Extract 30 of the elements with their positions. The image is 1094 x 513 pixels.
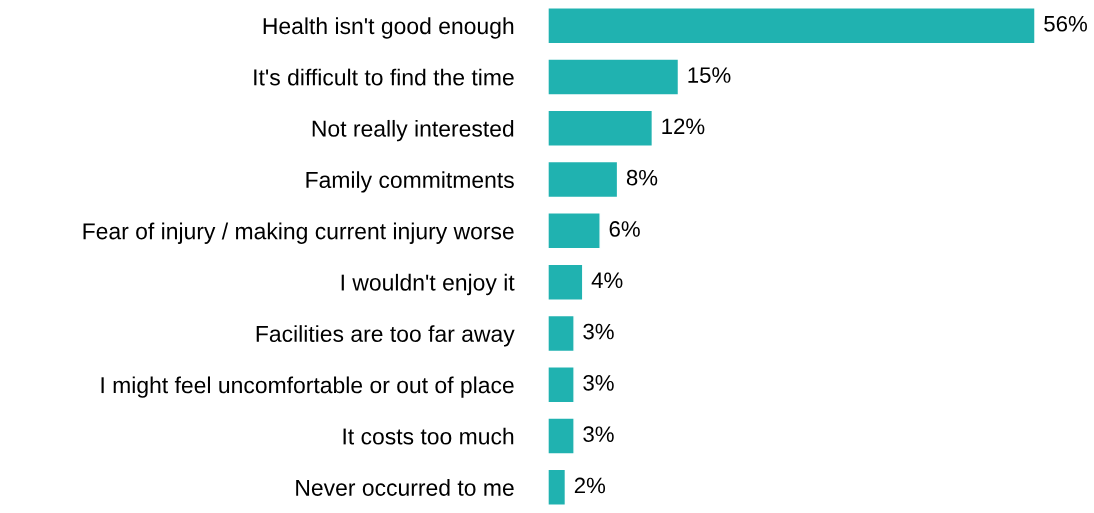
y-tick-label: It costs too much xyxy=(343,427,514,445)
bar xyxy=(548,263,584,301)
y-tick-label: Never occurred to me xyxy=(296,479,514,496)
y-tick-label: It's difficult to find the time xyxy=(254,68,514,86)
data-label: 15% xyxy=(688,67,731,83)
data-label: 2% xyxy=(574,477,606,494)
data-label: 3% xyxy=(583,374,614,391)
bar xyxy=(548,7,1036,45)
bar xyxy=(548,212,601,250)
y-tick-label: I might feel uncomfortable or out of place xyxy=(101,376,514,398)
data-label: 6% xyxy=(609,221,640,237)
data-label: 8% xyxy=(626,169,658,186)
bar xyxy=(548,417,575,455)
y-tick-label: Fear of injury / making current injury worse xyxy=(83,222,514,244)
y-tick-label: Not really interested xyxy=(312,119,514,142)
bar xyxy=(548,109,654,147)
data-label: 3% xyxy=(583,323,614,340)
y-tick-label: Health isn't good enough xyxy=(263,17,514,39)
data-label: 4% xyxy=(591,272,623,289)
data-label: 3% xyxy=(583,426,614,443)
bar xyxy=(548,160,619,199)
data-label: 56% xyxy=(1044,15,1087,32)
bar xyxy=(548,468,567,507)
y-tick-label: I wouldn't enjoy it xyxy=(341,273,515,296)
bar xyxy=(548,58,680,96)
bar xyxy=(548,314,575,353)
data-label: 12% xyxy=(662,118,705,135)
bar xyxy=(548,366,575,404)
y-tick-label: Family commitments xyxy=(306,171,514,193)
y-tick-label: Facilities are too far away xyxy=(256,325,515,347)
